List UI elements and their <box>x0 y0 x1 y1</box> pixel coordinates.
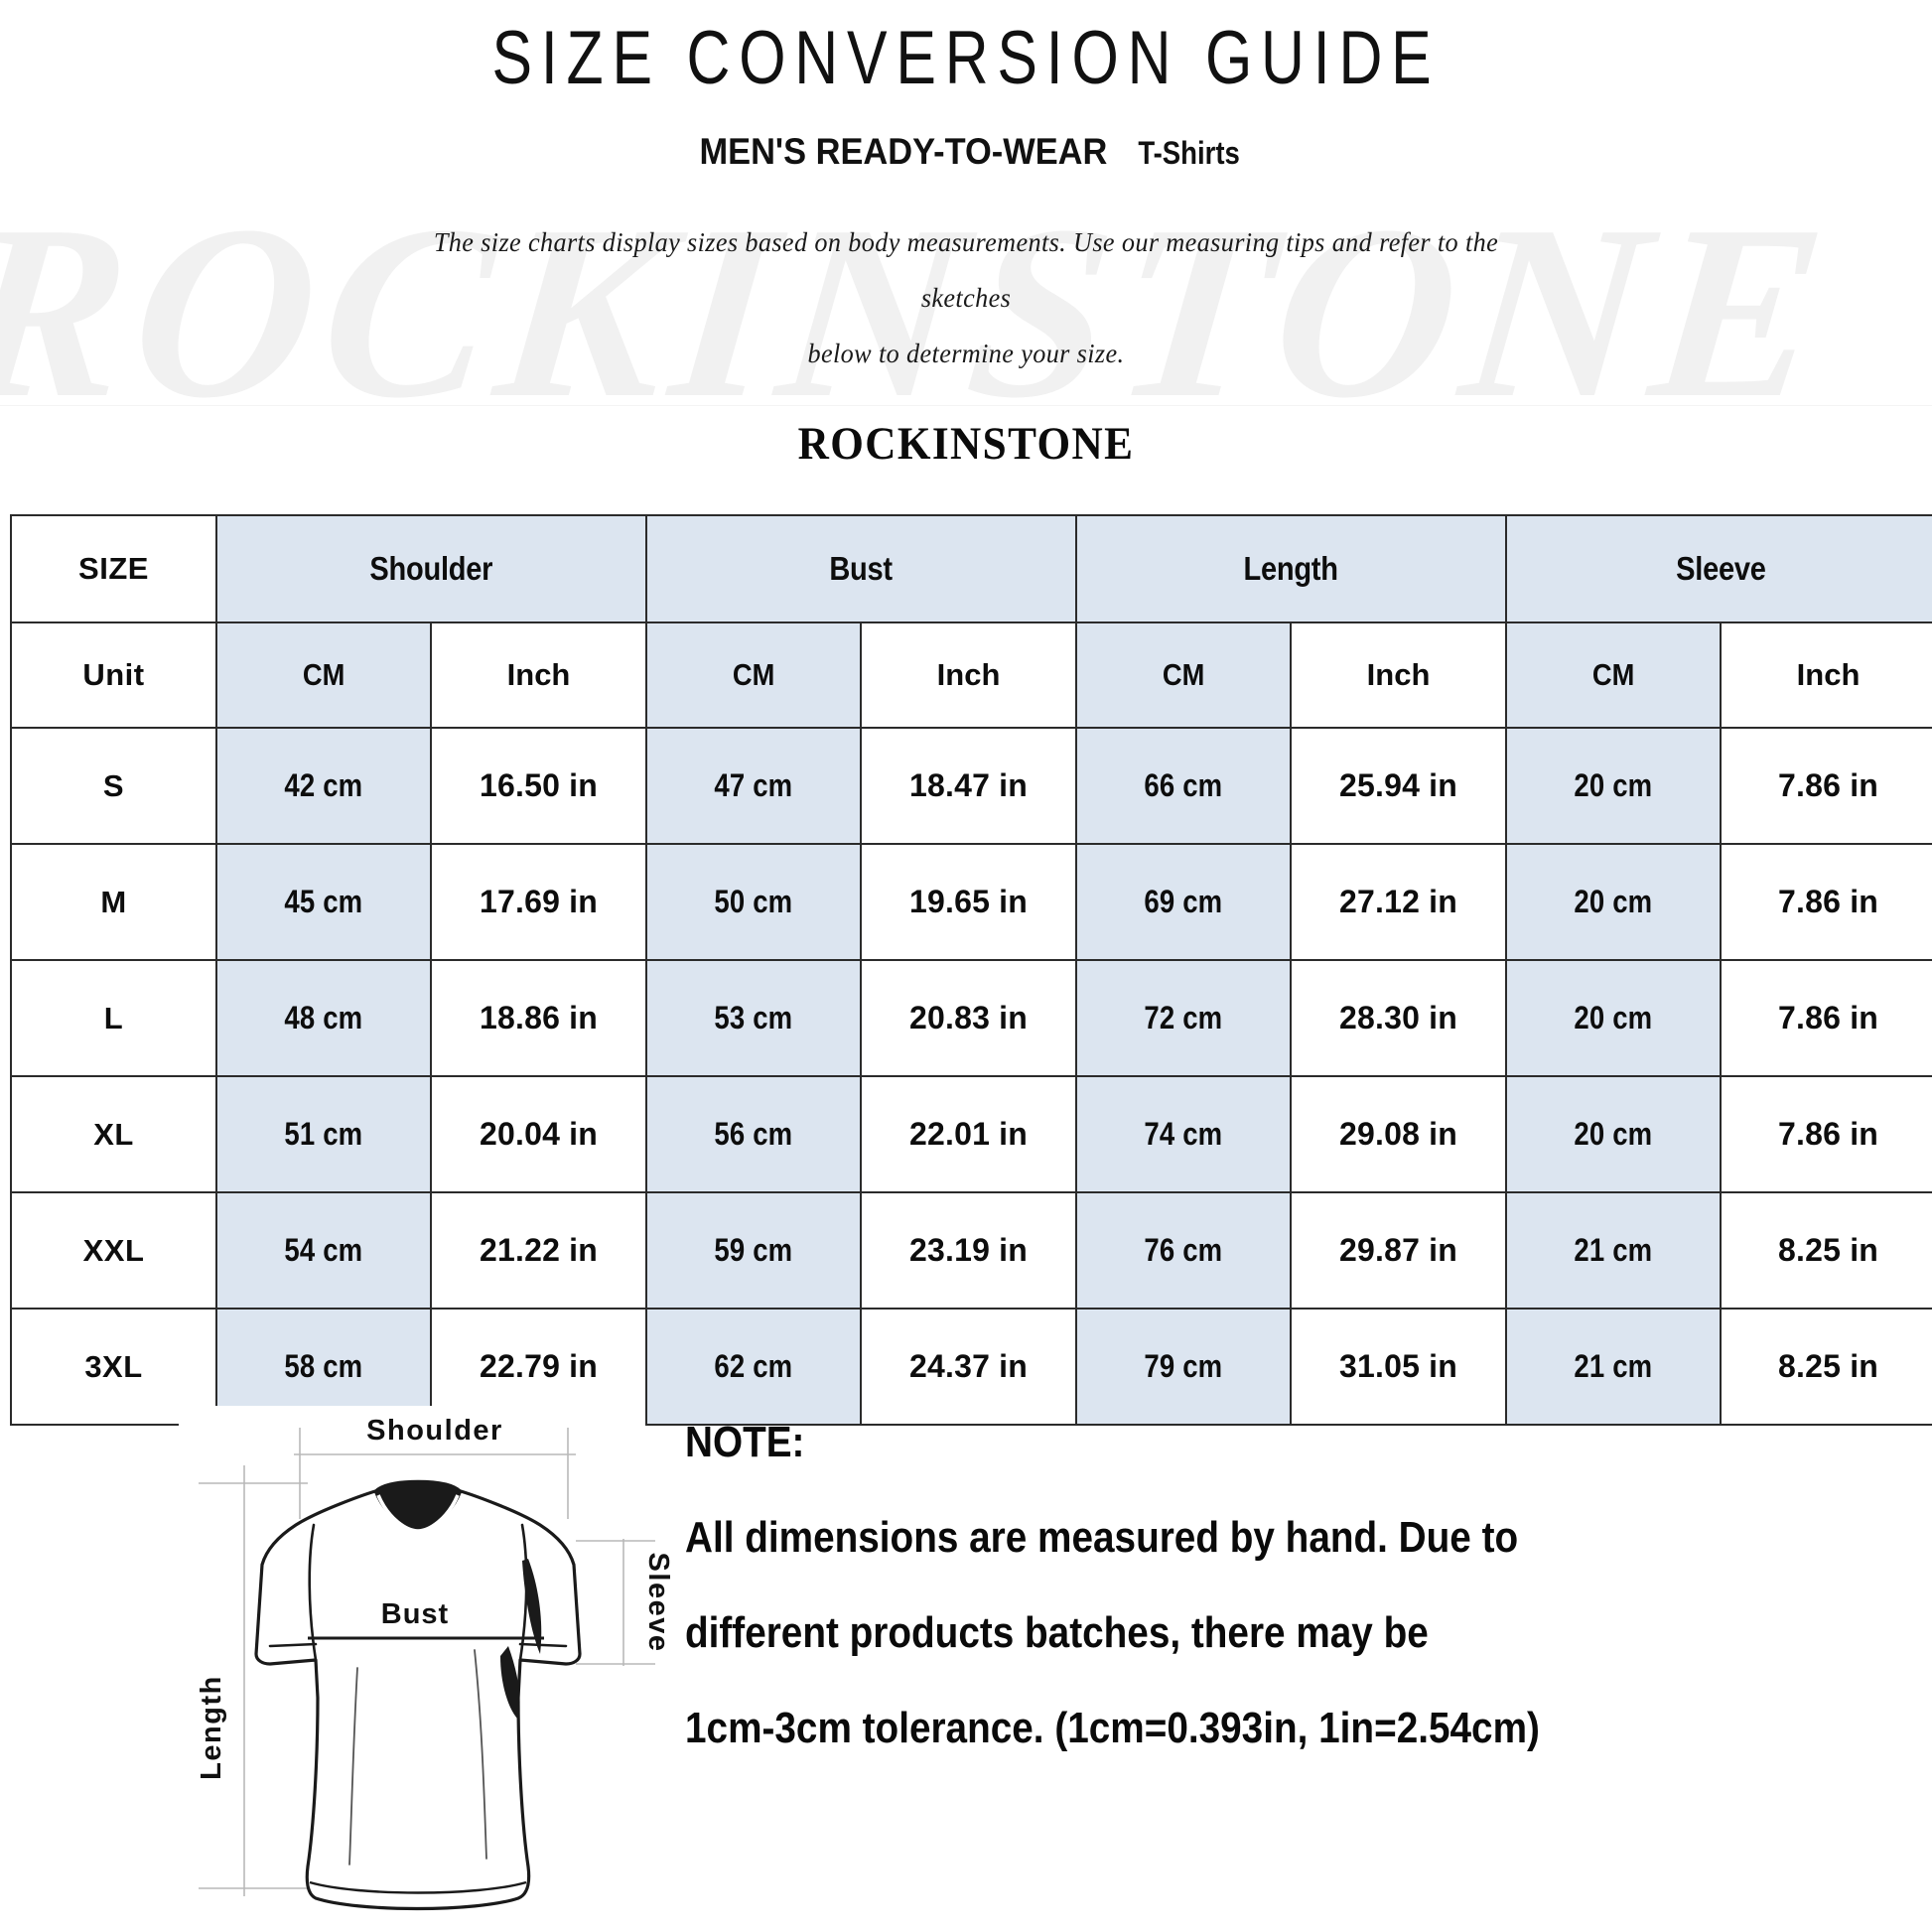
row-size-label: 3XL <box>10 1308 217 1426</box>
cell-sleeve-cm: 21 cm <box>1505 1191 1723 1310</box>
unit-shoulder-cm: CM <box>215 621 432 729</box>
cell-shoulder-cm: 58 cm <box>215 1308 432 1426</box>
cell-length-inch: 28.30 in <box>1290 959 1508 1077</box>
cell-bust-inch: 18.47 in <box>860 727 1078 845</box>
cell-sleeve-cm: 20 cm <box>1505 727 1723 845</box>
diagram-label-length: Length <box>196 1675 227 1780</box>
table-row: XXL 54 cm 21.22 in 59 cm 23.19 in 76 cm … <box>10 1191 1932 1310</box>
cell-shoulder-inch: 17.69 in <box>429 843 648 961</box>
cell-length-cm: 74 cm <box>1075 1075 1293 1193</box>
cell-sleeve-inch: 8.25 in <box>1720 1191 1932 1310</box>
cell-sleeve-inch: 7.86 in <box>1720 727 1932 845</box>
unit-length-inch: Inch <box>1290 621 1508 729</box>
row-size-label: S <box>10 727 217 845</box>
cell-sleeve-cm: 20 cm <box>1505 959 1723 1077</box>
cell-bust-cm: 56 cm <box>645 1075 863 1193</box>
cell-bust-cm: 62 cm <box>645 1308 863 1426</box>
note-heading: NOTE: <box>685 1418 805 1466</box>
cell-bust-inch: 23.19 in <box>860 1191 1078 1310</box>
unit-sleeve-cm: CM <box>1505 621 1723 729</box>
row-size-label: XL <box>10 1075 217 1193</box>
unit-length-cm: CM <box>1075 621 1293 729</box>
watermark-rule <box>0 405 1932 406</box>
size-column-header: SIZE <box>10 514 217 623</box>
cell-sleeve-inch: 7.86 in <box>1720 1075 1932 1193</box>
cell-bust-inch: 19.65 in <box>860 843 1078 961</box>
subtitle-category: MEN'S READY-TO-WEAR <box>698 131 1107 172</box>
cell-bust-cm: 59 cm <box>645 1191 863 1310</box>
cell-shoulder-cm: 48 cm <box>215 959 432 1077</box>
subtitle-product: T-Shirts <box>1138 135 1241 171</box>
cell-length-inch: 29.08 in <box>1290 1075 1508 1193</box>
cell-sleeve-cm: 20 cm <box>1505 843 1723 961</box>
cell-bust-cm: 47 cm <box>645 727 863 845</box>
group-header-shoulder: Shoulder <box>214 514 648 623</box>
group-header-length: Length <box>1075 514 1508 623</box>
cell-shoulder-cm: 42 cm <box>215 727 432 845</box>
cell-shoulder-cm: 45 cm <box>215 843 432 961</box>
cell-sleeve-cm: 20 cm <box>1505 1075 1723 1193</box>
table-group-header-row: SIZE Shoulder Bust Length Sleeve <box>10 514 1932 623</box>
cell-length-inch: 29.87 in <box>1290 1191 1508 1310</box>
header-block: SIZE CONVERSION GUIDE MEN'S READY-TO-WEA… <box>0 0 1932 471</box>
size-table-container: SIZE Shoulder Bust Length Sleeve Unit CM… <box>10 514 1932 1426</box>
description-text: The size charts display sizes based on b… <box>412 214 1520 381</box>
note-line-2: different products batches, there may be <box>685 1608 1429 1657</box>
row-size-label: L <box>10 959 217 1077</box>
cell-bust-inch: 24.37 in <box>860 1308 1078 1426</box>
cell-length-inch: 31.05 in <box>1290 1308 1508 1426</box>
bottom-section: Shoulder Bust Length Sleeve NOTE: All di… <box>0 1390 1932 1932</box>
cell-length-cm: 69 cm <box>1075 843 1293 961</box>
cell-sleeve-inch: 7.86 in <box>1720 959 1932 1077</box>
cell-length-cm: 72 cm <box>1075 959 1293 1077</box>
table-row: XL 51 cm 20.04 in 56 cm 22.01 in 74 cm 2… <box>10 1075 1932 1193</box>
note-line-3: 1cm-3cm tolerance. (1cm=0.393in, 1in=2.5… <box>685 1704 1540 1752</box>
table-row: L 48 cm 18.86 in 53 cm 20.83 in 72 cm 28… <box>10 959 1932 1077</box>
size-conversion-table: SIZE Shoulder Bust Length Sleeve Unit CM… <box>10 514 1932 1426</box>
row-size-label: XXL <box>10 1191 217 1310</box>
tshirt-measurement-diagram: Shoulder Bust Length Sleeve <box>159 1400 675 1932</box>
cell-shoulder-inch: 16.50 in <box>429 727 648 845</box>
diagram-label-sleeve: Sleeve <box>642 1553 674 1653</box>
cell-length-cm: 76 cm <box>1075 1191 1293 1310</box>
description-line-2: below to determine your size. <box>807 339 1125 368</box>
cell-length-cm: 66 cm <box>1075 727 1293 845</box>
cell-length-cm: 79 cm <box>1075 1308 1293 1426</box>
cell-bust-cm: 50 cm <box>645 843 863 961</box>
cell-bust-inch: 20.83 in <box>860 959 1078 1077</box>
table-row: M 45 cm 17.69 in 50 cm 19.65 in 69 cm 27… <box>10 843 1932 961</box>
cell-shoulder-inch: 18.86 in <box>429 959 648 1077</box>
row-size-label: M <box>10 843 217 961</box>
table-row: 3XL 58 cm 22.79 in 62 cm 24.37 in 79 cm … <box>10 1308 1932 1426</box>
cell-length-inch: 27.12 in <box>1290 843 1508 961</box>
group-header-bust: Bust <box>645 514 1078 623</box>
cell-length-inch: 25.94 in <box>1290 727 1508 845</box>
table-unit-row: Unit CM Inch CM Inch CM Inch CM Inch <box>10 621 1932 729</box>
page-title: SIZE CONVERSION GUIDE <box>491 16 1441 100</box>
cell-sleeve-cm: 21 cm <box>1505 1308 1723 1426</box>
cell-shoulder-cm: 51 cm <box>215 1075 432 1193</box>
unit-row-label: Unit <box>10 621 217 729</box>
group-header-sleeve: Sleeve <box>1505 514 1932 623</box>
note-block: NOTE: All dimensions are measured by han… <box>685 1418 1886 1799</box>
table-row: S 42 cm 16.50 in 47 cm 18.47 in 66 cm 25… <box>10 727 1932 845</box>
cell-sleeve-inch: 7.86 in <box>1720 843 1932 961</box>
unit-bust-cm: CM <box>645 621 863 729</box>
note-line-1: All dimensions are measured by hand. Due… <box>685 1513 1519 1562</box>
diagram-label-shoulder: Shoulder <box>366 1415 503 1447</box>
cell-bust-inch: 22.01 in <box>860 1075 1078 1193</box>
brand-name: ROCKINSTONE <box>797 418 1135 470</box>
cell-shoulder-inch: 21.22 in <box>429 1191 648 1310</box>
cell-bust-cm: 53 cm <box>645 959 863 1077</box>
cell-shoulder-inch: 20.04 in <box>429 1075 648 1193</box>
unit-sleeve-inch: Inch <box>1720 621 1932 729</box>
subtitle-row: MEN'S READY-TO-WEAR T-Shirts <box>0 131 1932 173</box>
description-line-1: The size charts display sizes based on b… <box>433 227 1499 313</box>
diagram-label-bust: Bust <box>381 1598 449 1630</box>
cell-shoulder-cm: 54 cm <box>215 1191 432 1310</box>
cell-sleeve-inch: 8.25 in <box>1720 1308 1932 1426</box>
unit-bust-inch: Inch <box>860 621 1078 729</box>
unit-shoulder-inch: Inch <box>429 621 648 729</box>
